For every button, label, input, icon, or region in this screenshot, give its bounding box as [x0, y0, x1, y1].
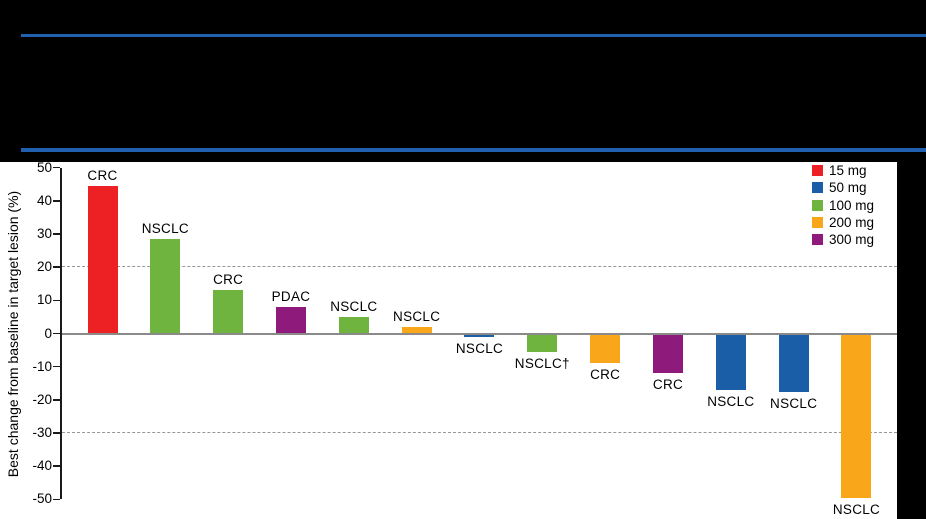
bar: [652, 333, 683, 374]
y-tick: [53, 299, 61, 302]
bar-label: NSCLC: [770, 395, 818, 411]
chart-panel: Best change from baseline in target lesi…: [0, 159, 897, 519]
bar: [401, 326, 432, 334]
bar-label: NSCLC: [832, 501, 881, 517]
legend-item: 100 mg: [812, 197, 874, 214]
bar-label: NSCLC: [393, 308, 441, 324]
legend-item: 200 mg: [812, 214, 874, 231]
bar-label: NSCLC†: [514, 355, 570, 371]
y-tick: [53, 498, 61, 501]
y-tick-label: -20: [32, 391, 52, 407]
bar-label: NSCLC: [330, 298, 378, 314]
bar: [87, 185, 118, 334]
y-tick-label: -50: [32, 491, 52, 507]
legend-label: 200 mg: [829, 215, 875, 231]
bar-label: CRC: [213, 272, 244, 288]
legend-label: 50 mg: [829, 180, 867, 196]
y-axis-line: [60, 167, 62, 500]
legend-swatch-icon: [812, 234, 823, 246]
bar-label: NSCLC: [141, 220, 189, 236]
bar-label: NSCLC: [455, 340, 504, 356]
y-tick-label: 10: [36, 292, 52, 308]
reference-line: [62, 432, 897, 434]
y-tick: [53, 166, 61, 169]
legend-swatch-icon: [812, 182, 823, 194]
y-tick: [53, 233, 61, 235]
y-tick: [53, 266, 61, 268]
bar: [338, 316, 369, 334]
y-tick-label: -10: [32, 358, 52, 374]
bar: [213, 290, 244, 334]
legend-label: 100 mg: [829, 197, 875, 213]
y-tick-label: 50: [36, 159, 52, 175]
y-tick-label: 0: [44, 325, 52, 341]
y-tick-label: 20: [36, 259, 52, 275]
bar-label: PDAC: [271, 288, 311, 304]
bar: [778, 333, 809, 392]
bar: [841, 333, 872, 498]
legend-item: 15 mg: [812, 162, 874, 179]
legend-swatch-icon: [812, 165, 823, 177]
y-tick-label: 40: [36, 192, 52, 208]
y-tick: [53, 365, 61, 368]
legend-label: 300 mg: [829, 232, 875, 248]
y-tick: [53, 432, 61, 434]
bar: [590, 333, 621, 364]
y-tick: [53, 465, 61, 467]
bar-label: CRC: [87, 167, 118, 183]
legend-item: 300 mg: [812, 231, 874, 248]
zero-axis-line: [62, 332, 897, 335]
y-tick-label: -40: [32, 458, 52, 474]
bar: [150, 238, 181, 334]
bar: [275, 306, 306, 334]
y-tick: [53, 399, 61, 401]
bar: [464, 333, 495, 337]
bar-label: CRC: [652, 377, 684, 393]
legend-swatch-icon: [812, 199, 823, 211]
reference-line: [62, 266, 897, 268]
legend-item: 50 mg: [812, 179, 874, 196]
y-tick: [53, 332, 61, 335]
top-rule: [21, 34, 926, 37]
y-tick-label: 30: [36, 226, 52, 241]
bar-label: NSCLC: [707, 393, 755, 409]
y-tick-label: -30: [32, 424, 52, 440]
legend: 15 mg 50 mg 100 mg 200 mg 300 mg: [812, 162, 874, 248]
y-tick: [53, 200, 61, 202]
bar-label: CRC: [590, 367, 621, 383]
legend-swatch-icon: [812, 217, 823, 229]
bar: [527, 333, 558, 352]
mid-rule: [21, 148, 926, 152]
bar: [715, 333, 746, 390]
legend-label: 15 mg: [829, 163, 867, 179]
plot-area: CRC NSCLC CRC PDAC NSCLC NSCLC NSCLC NSCLC† CRC C…: [0, 159, 897, 519]
